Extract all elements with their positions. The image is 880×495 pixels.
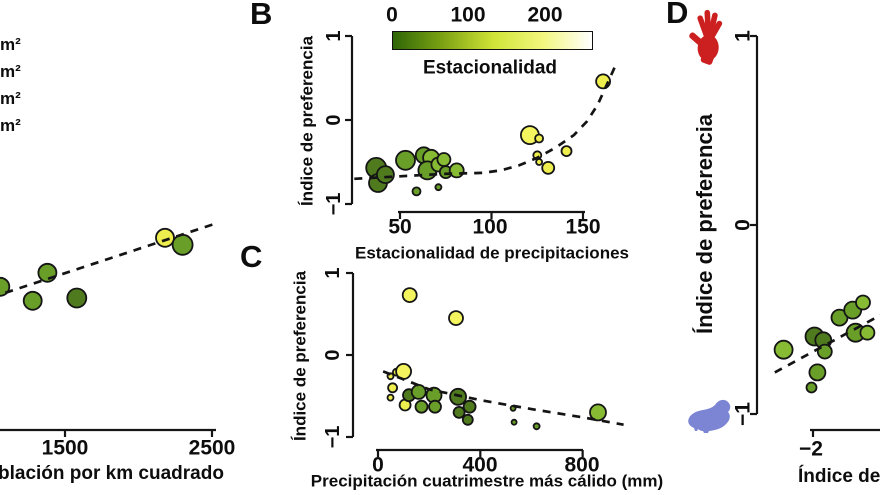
data-point — [410, 383, 427, 400]
panel-d-plot — [750, 34, 880, 437]
red-hand-icon — [689, 9, 723, 65]
panel-d-xlabel: Índice de — [798, 466, 880, 487]
data-point — [808, 363, 827, 382]
panel-b-xtick: 100 — [472, 215, 508, 239]
panel-b-plot — [345, 34, 618, 219]
data-point — [855, 294, 871, 311]
panel-b-xlabel: Estacionalidad de precipitaciones — [355, 243, 629, 263]
panel-c-xlabel: Precipitación cuatrimestre más cálido (m… — [310, 471, 664, 491]
data-point — [375, 165, 395, 185]
data-point — [532, 422, 541, 431]
data-point — [448, 310, 464, 327]
panel-a-xlabel: blación por km cuadrado — [0, 463, 224, 484]
panel-b-ytick: 0 — [323, 114, 345, 126]
data-point — [22, 290, 43, 311]
data-point — [859, 324, 876, 341]
panel-c-xtick: 400 — [462, 453, 498, 477]
panel-label-d: D — [666, 0, 689, 30]
size-legend-fragment: m² — [0, 89, 21, 108]
data-point — [37, 262, 58, 283]
size-legend-fragment: m² — [0, 35, 21, 54]
data-point — [66, 287, 88, 309]
data-point — [411, 186, 422, 197]
data-point — [452, 405, 466, 419]
data-point — [395, 149, 416, 171]
panel-b-xtick: 50 — [388, 215, 412, 239]
data-point — [428, 399, 442, 414]
data-point — [171, 233, 194, 256]
colorbar — [392, 31, 593, 50]
panel-c-ytick: −1 — [322, 425, 344, 449]
data-point — [155, 227, 175, 248]
data-point — [386, 393, 395, 402]
trend-line — [0, 222, 216, 296]
data-point — [387, 382, 399, 394]
panel-a-xtick: 1500 — [41, 436, 89, 460]
size-legend-fragment: m² — [0, 62, 21, 81]
guinea-pig-icon — [688, 399, 731, 433]
data-point — [401, 287, 418, 304]
panel-c-ytick: 1 — [322, 267, 344, 279]
panel-a-xtick: 2500 — [188, 436, 236, 460]
data-point — [541, 160, 556, 175]
panel-b-xtick: 150 — [565, 215, 601, 239]
data-point — [434, 183, 443, 192]
panel-b-ylabel: Índice de preferencia — [297, 35, 317, 207]
panel-d-ytick: −1 — [731, 402, 755, 426]
panel-label-c: C — [240, 239, 263, 274]
colorbar-title: Estacionalidad — [422, 57, 558, 79]
data-point — [448, 162, 465, 179]
data-point — [462, 399, 477, 414]
panel-c-ylabel: Índice de preferencia — [290, 270, 310, 442]
data-point — [560, 145, 573, 158]
data-point — [773, 339, 794, 360]
data-point — [589, 403, 607, 422]
colorbar-tick: 200 — [527, 3, 563, 27]
panel-d-xtick: −2 — [799, 437, 823, 461]
panel-b-ytick: −1 — [323, 192, 345, 216]
panel-d-ytick: 1 — [731, 30, 755, 42]
panel-d-ylabel: Índice de preferencia — [692, 113, 717, 335]
panel-label-b: B — [250, 0, 273, 31]
data-point — [534, 133, 544, 144]
panel-c-plot — [346, 271, 624, 457]
colorbar-tick: 0 — [386, 3, 398, 27]
panel-b-ytick: 1 — [323, 30, 345, 42]
data-point — [414, 399, 429, 414]
panel-c-ytick: 0 — [322, 349, 344, 361]
trend-line — [774, 313, 880, 374]
data-point — [535, 158, 543, 166]
size-legend-fragment: m² — [0, 116, 21, 135]
panel-d-ytick: 0 — [731, 219, 755, 231]
trend-line — [354, 64, 618, 181]
data-point — [510, 418, 518, 426]
data-point — [461, 413, 474, 426]
data-point — [436, 152, 452, 167]
trend-line — [382, 370, 624, 427]
panel-c-xtick: 800 — [564, 453, 600, 477]
panel-c-xtick: 0 — [372, 453, 384, 477]
colorbar-tick: 100 — [450, 3, 486, 27]
panel-a-plot — [0, 222, 216, 437]
data-point — [805, 381, 818, 394]
